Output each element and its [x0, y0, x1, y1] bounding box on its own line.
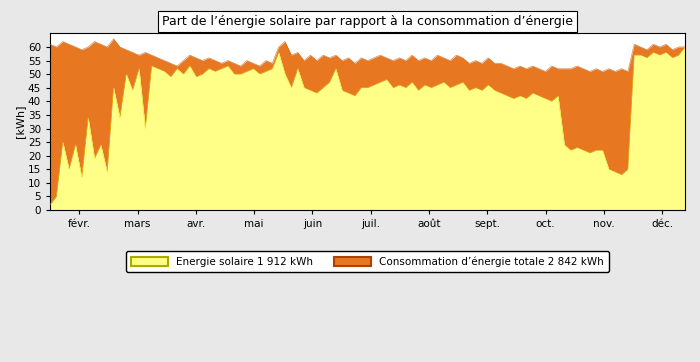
Legend: Energie solaire 1 912 kWh, Consommation d’énergie totale 2 842 kWh: Energie solaire 1 912 kWh, Consommation …: [126, 251, 609, 272]
Y-axis label: [kWh]: [kWh]: [15, 105, 25, 138]
Title: Part de l’énergie solaire par rapport à la consommation d’énergie: Part de l’énergie solaire par rapport à …: [162, 15, 573, 28]
